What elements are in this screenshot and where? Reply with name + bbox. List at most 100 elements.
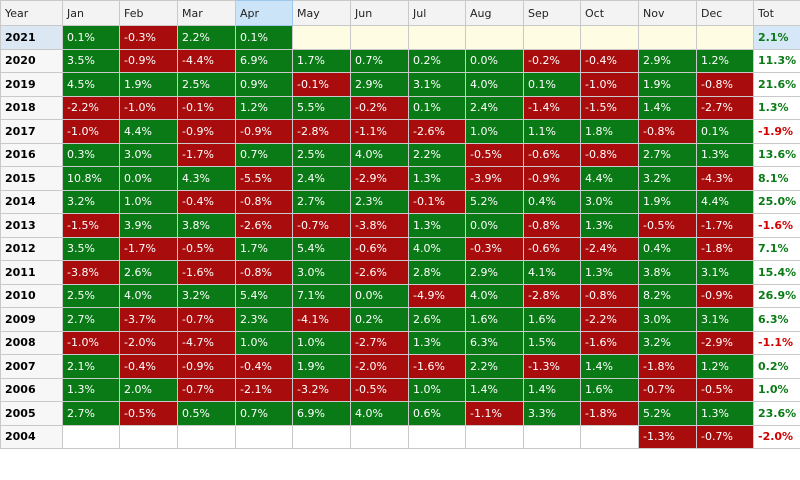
return-cell-nov[interactable]: 3.0% (638, 307, 697, 332)
return-cell-dec[interactable]: -0.7% (696, 424, 754, 449)
return-cell-nov[interactable]: 1.9% (638, 189, 697, 214)
total-cell[interactable]: -1.9% (753, 119, 800, 144)
return-cell-jan[interactable]: 1.3% (62, 377, 120, 402)
return-cell-may[interactable]: 2.7% (292, 189, 351, 214)
row-header-year[interactable]: 2009 (0, 307, 63, 332)
return-cell-jun[interactable]: -0.2% (350, 95, 409, 120)
return-cell-apr[interactable]: -2.1% (235, 377, 293, 402)
table-row[interactable]: 2016 0.3% 3.0% -1.7% 0.7% 2.5% 4.0% 2.2% -0.5% -0… (0, 142, 800, 167)
return-cell-mar[interactable]: 2.5% (177, 72, 236, 97)
return-cell-may[interactable] (292, 25, 351, 50)
return-cell-aug[interactable]: 2.2% (465, 354, 524, 379)
return-cell-apr[interactable]: 6.9% (235, 48, 293, 73)
return-cell-jul[interactable]: 0.6% (408, 401, 466, 426)
return-cell-jan[interactable] (62, 424, 120, 449)
return-cell-nov[interactable]: -1.3% (638, 424, 697, 449)
return-cell-feb[interactable]: 2.6% (119, 260, 178, 285)
return-cell-jan[interactable]: 10.8% (62, 166, 120, 191)
table-row[interactable]: 2010 2.5% 4.0% 3.2% 5.4% 7.1% 0.0% -4.9% 4.0% -2.… (0, 283, 800, 308)
table-row[interactable]: 2017 -1.0% 4.4% -0.9% -0.9% -2.8% -1.1% -2.6% 1.… (0, 119, 800, 144)
return-cell-mar[interactable]: -0.7% (177, 377, 236, 402)
return-cell-feb[interactable] (119, 424, 178, 449)
return-cell-jun[interactable]: 0.2% (350, 307, 409, 332)
return-cell-feb[interactable]: -0.3% (119, 25, 178, 50)
row-header-year[interactable]: 2013 (0, 213, 63, 238)
column-header-oct[interactable]: Oct (580, 0, 639, 26)
total-cell[interactable]: 8.1% (753, 166, 800, 191)
return-cell-oct[interactable]: -1.8% (580, 401, 639, 426)
total-cell[interactable]: 26.9% (753, 283, 800, 308)
return-cell-apr[interactable]: -5.5% (235, 166, 293, 191)
return-cell-aug[interactable]: 4.0% (465, 283, 524, 308)
return-cell-oct[interactable]: 1.4% (580, 354, 639, 379)
return-cell-jan[interactable]: 4.5% (62, 72, 120, 97)
table-row[interactable]: 2021 0.1% -0.3% 2.2% 0.1% 2.1% (0, 25, 800, 50)
return-cell-oct[interactable]: -2.2% (580, 307, 639, 332)
row-header-year[interactable]: 2012 (0, 236, 63, 261)
return-cell-oct[interactable]: 1.3% (580, 213, 639, 238)
return-cell-jul[interactable] (408, 424, 466, 449)
return-cell-sep[interactable]: -1.3% (523, 354, 581, 379)
return-cell-feb[interactable]: -2.0% (119, 330, 178, 355)
return-cell-jan[interactable]: -1.0% (62, 119, 120, 144)
return-cell-apr[interactable]: 0.7% (235, 142, 293, 167)
return-cell-may[interactable]: 1.0% (292, 330, 351, 355)
return-cell-mar[interactable]: -0.1% (177, 95, 236, 120)
row-header-year[interactable]: 2004 (0, 424, 63, 449)
return-cell-nov[interactable]: -0.8% (638, 119, 697, 144)
return-cell-jan[interactable]: 2.1% (62, 354, 120, 379)
return-cell-jul[interactable]: 4.0% (408, 236, 466, 261)
return-cell-apr[interactable]: -0.4% (235, 354, 293, 379)
return-cell-aug[interactable]: -0.5% (465, 142, 524, 167)
return-cell-mar[interactable]: -1.6% (177, 260, 236, 285)
return-cell-jul[interactable]: 1.3% (408, 213, 466, 238)
column-header-apr[interactable]: Apr (235, 0, 293, 26)
return-cell-sep[interactable]: 0.1% (523, 72, 581, 97)
return-cell-jan[interactable]: 0.1% (62, 25, 120, 50)
return-cell-aug[interactable]: 1.0% (465, 119, 524, 144)
return-cell-jul[interactable]: 0.1% (408, 95, 466, 120)
row-header-year[interactable]: 2020 (0, 48, 63, 73)
return-cell-nov[interactable]: 8.2% (638, 283, 697, 308)
row-header-year[interactable]: 2021 (0, 25, 63, 50)
table-row[interactable]: 2018 -2.2% -1.0% -0.1% 1.2% 5.5% -0.2% 0.1% 2.4%… (0, 95, 800, 120)
table-row[interactable]: 2013 -1.5% 3.9% 3.8% -2.6% -0.7% -3.8% 1.3% 0.0%… (0, 213, 800, 238)
return-cell-jul[interactable]: 2.6% (408, 307, 466, 332)
return-cell-jan[interactable]: 3.5% (62, 236, 120, 261)
return-cell-may[interactable]: 7.1% (292, 283, 351, 308)
return-cell-jul[interactable]: -1.6% (408, 354, 466, 379)
return-cell-aug[interactable]: 4.0% (465, 72, 524, 97)
return-cell-jul[interactable]: 2.2% (408, 142, 466, 167)
return-cell-oct[interactable]: 1.3% (580, 260, 639, 285)
total-cell[interactable]: -2.0% (753, 424, 800, 449)
total-cell[interactable]: 13.6% (753, 142, 800, 167)
return-cell-jun[interactable]: -0.6% (350, 236, 409, 261)
return-cell-feb[interactable]: 1.9% (119, 72, 178, 97)
return-cell-apr[interactable]: 1.0% (235, 330, 293, 355)
return-cell-apr[interactable]: 0.9% (235, 72, 293, 97)
return-cell-jul[interactable]: 1.3% (408, 166, 466, 191)
table-row[interactable]: 2012 3.5% -1.7% -0.5% 1.7% 5.4% -0.6% 4.0% -0.3%… (0, 236, 800, 261)
return-cell-apr[interactable]: -2.6% (235, 213, 293, 238)
return-cell-jan[interactable]: 2.7% (62, 307, 120, 332)
return-cell-apr[interactable]: 5.4% (235, 283, 293, 308)
return-cell-aug[interactable]: 2.4% (465, 95, 524, 120)
return-cell-jun[interactable]: 2.3% (350, 189, 409, 214)
total-cell[interactable]: 15.4% (753, 260, 800, 285)
return-cell-jul[interactable]: -2.6% (408, 119, 466, 144)
row-header-year[interactable]: 2019 (0, 72, 63, 97)
total-cell[interactable]: 21.6% (753, 72, 800, 97)
total-cell[interactable]: 1.0% (753, 377, 800, 402)
row-header-year[interactable]: 2010 (0, 283, 63, 308)
return-cell-nov[interactable]: 1.9% (638, 72, 697, 97)
return-cell-dec[interactable]: 1.3% (696, 401, 754, 426)
total-cell[interactable]: 6.3% (753, 307, 800, 332)
return-cell-jul[interactable]: -0.1% (408, 189, 466, 214)
return-cell-mar[interactable]: 3.2% (177, 283, 236, 308)
column-header-aug[interactable]: Aug (465, 0, 524, 26)
return-cell-oct[interactable]: 1.6% (580, 377, 639, 402)
total-cell[interactable]: 11.3% (753, 48, 800, 73)
table-row[interactable]: 2011 -3.8% 2.6% -1.6% -0.8% 3.0% -2.6% 2.8% 2.9%… (0, 260, 800, 285)
return-cell-may[interactable]: 1.7% (292, 48, 351, 73)
return-cell-oct[interactable]: 1.8% (580, 119, 639, 144)
